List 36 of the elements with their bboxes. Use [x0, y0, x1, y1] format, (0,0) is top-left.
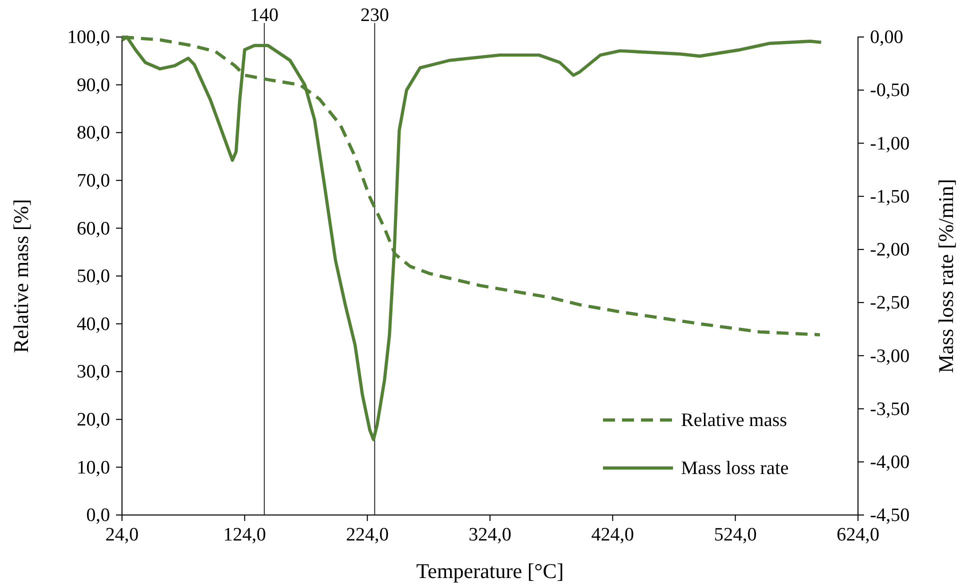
y2-tick-label: -1,50	[870, 186, 910, 208]
x-axis-title: Temperature [°C]	[416, 559, 564, 583]
x-tick-label: 424,0	[591, 524, 634, 546]
x-tick-label: 524,0	[714, 524, 757, 546]
y2-tick-label: 0,00	[870, 27, 904, 48]
x-tick-label: 624,0	[836, 524, 880, 546]
ref-line-label: 140	[250, 5, 279, 26]
x-tick-label: 24,0	[105, 524, 139, 546]
y-tick-label: 60,0	[76, 218, 110, 240]
y-tick-label: 30,0	[76, 362, 110, 383]
y2-tick-label: -2,00	[870, 240, 910, 261]
x-tick-label: 124,0	[223, 524, 266, 546]
y-tick-label: 20,0	[76, 409, 110, 430]
y-tick-label: 90,0	[76, 74, 110, 96]
y-tick-label: 80,0	[76, 122, 110, 144]
y2-axis-title: Mass loss rate [%/min]	[934, 178, 958, 374]
y2-tick-label: -1,00	[870, 133, 910, 154]
y-tick-label: 0,0	[86, 505, 110, 526]
y-tick-label: 70,0	[76, 170, 110, 192]
y-tick-label: 100,0	[67, 27, 110, 48]
y-tick-label: 10,0	[76, 457, 110, 478]
y2-tick-label: -0,50	[870, 80, 910, 102]
y2-tick-label: -3,50	[870, 398, 910, 420]
ref-line-label: 230	[360, 5, 389, 26]
y-axis-title: Relative mass [%]	[9, 199, 33, 353]
y-tick-label: 50,0	[76, 266, 110, 288]
legend-label: Mass loss rate	[681, 458, 789, 479]
y2-tick-label: -2,50	[870, 292, 910, 314]
y2-tick-label: -4,50	[870, 505, 910, 526]
y-tick-label: 40,0	[76, 314, 110, 335]
x-tick-label: 324,0	[468, 524, 512, 546]
legend-label: Relative mass	[681, 410, 788, 431]
line-series	[120, 35, 823, 442]
x-tick-label: 224,0	[346, 524, 389, 546]
y2-tick-label: -3,00	[870, 346, 910, 367]
y2-tick-label: -4,00	[870, 452, 910, 473]
